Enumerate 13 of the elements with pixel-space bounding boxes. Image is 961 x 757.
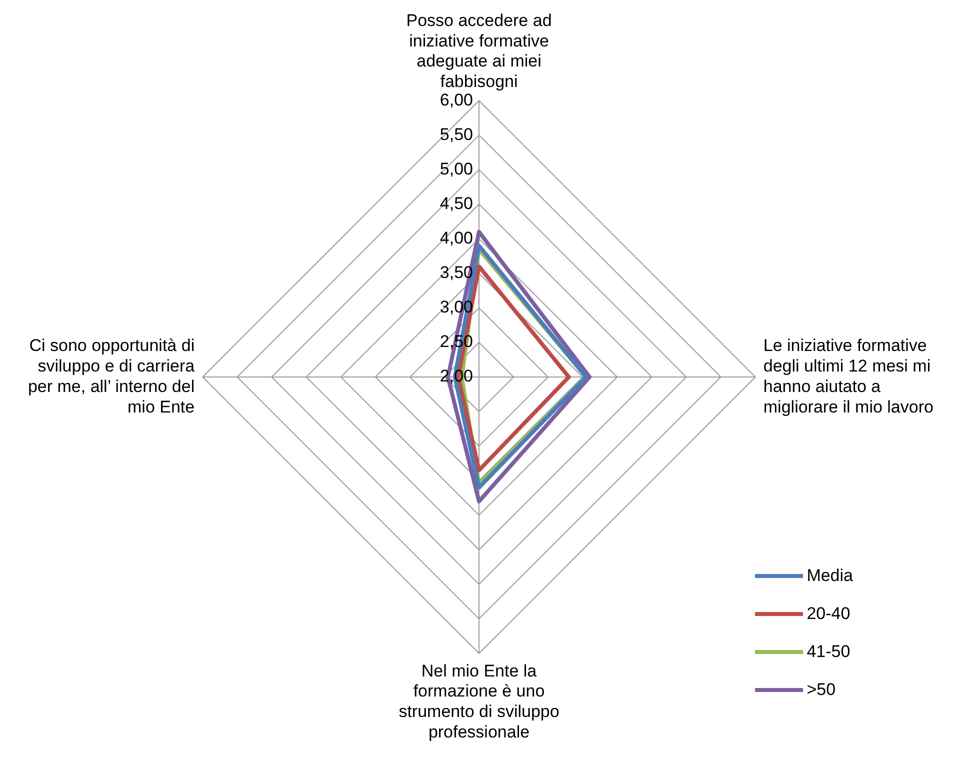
y-tick-label: 4,00 [440,228,473,248]
spoke-label: Ci sono opportunità di sviluppo e di carriera per me, all’ interno del mio Ente [28,336,196,416]
y-tick-label: 6,00 [440,90,473,110]
legend-label: >50 [806,680,836,700]
legend-label: 41-50 [806,642,850,662]
y-tick-label: 5,00 [440,159,473,178]
y-tick-label: 4,50 [440,194,473,213]
legend-label: Media [806,566,853,586]
spoke-label: Nel mio Ente la formazione è uno strumento di sviluppo professionale [398,661,560,742]
spoke-label: Posso accedere ad iniziative formative adeguate ai miei fabbisogni [406,10,552,92]
spoke-label: Le iniziative formative degli ultimi 12 mesi mi hanno aiutato a migliorare il mio lavoro [763,336,934,416]
legend-label: 20-40 [806,604,850,624]
y-tick-label: 5,50 [440,124,473,144]
